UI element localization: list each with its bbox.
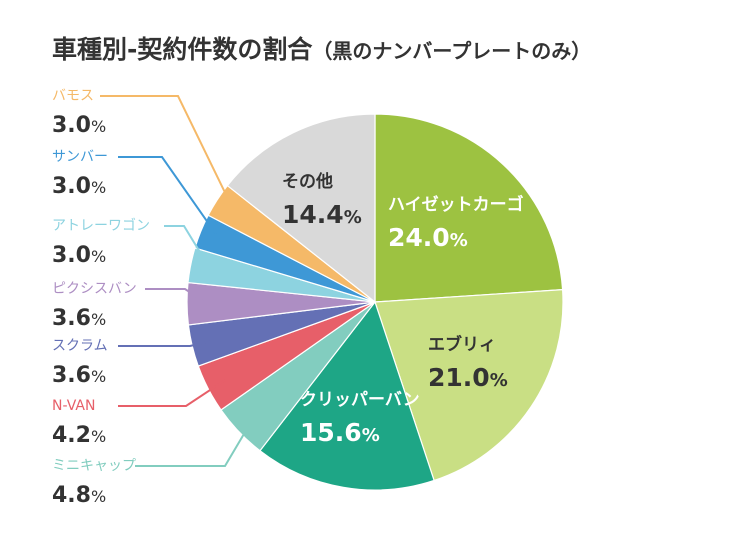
slice-4-name-label: N-VAN [52, 398, 95, 414]
chart-subtitle: （黒のナンバープレートのみ） [312, 39, 591, 63]
leader-lines [100, 95, 255, 467]
slice-7-leader-line [164, 225, 212, 270]
slice-7-name-label: アトレーワゴン [52, 217, 150, 234]
slice-10-name-label: その他 [282, 171, 333, 192]
slice-6-name-label: ピクシスバン [52, 281, 137, 297]
slice-8-name-label: サンバー [52, 149, 108, 165]
slice-0-wedge [374, 113, 564, 303]
slice-10-value-label: 14.4% [282, 200, 362, 229]
slice-labels: ハイゼットカーゴ 24.0% エブリィ 21.0% クリッパーバン 15.6% ミニキャップ… [52, 88, 524, 508]
slice-1-name-label: エブリィ [428, 334, 496, 355]
slice-3-leader-line [135, 417, 255, 467]
slice-2-wedge [259, 300, 435, 491]
slice-1-value-label: 21.0% [428, 363, 508, 392]
chart-title: 車種別-契約件数の割合（黒のナンバープレートのみ） [52, 35, 591, 64]
chart-title-main: 車種別-契約件数の割合 [52, 35, 313, 64]
slice-2-value-label: 15.6% [300, 418, 380, 447]
slice-4-leader-line [118, 378, 227, 407]
slice-5-value-label: 3.6% [52, 363, 106, 388]
slice-9-name-label: バモス [52, 88, 94, 104]
slice-6-value-label: 3.6% [52, 306, 106, 331]
slice-8-leader-line [118, 156, 221, 240]
pie-slices [186, 113, 564, 491]
slice-10-wedge [226, 113, 376, 304]
slice-9-value-label: 3.0% [52, 113, 106, 138]
slice-1-wedge [374, 288, 564, 482]
slice-3-value-label: 4.8% [52, 483, 106, 508]
slice-4-value-label: 4.2% [52, 423, 106, 448]
slice-0-value-label: 24.0% [388, 223, 468, 252]
slice-8-value-label: 3.0% [52, 174, 106, 199]
slice-3-name-label: ミニキャップ [52, 458, 136, 474]
slice-5-name-label: スクラム [52, 338, 108, 354]
slice-5-leader-line [118, 340, 212, 347]
slice-0-name-label: ハイゼットカーゴ [388, 194, 524, 215]
slice-7-value-label: 3.0% [52, 243, 106, 268]
slice-2-name-label: クリッパーバン [300, 390, 420, 410]
slice-6-leader-line [145, 288, 208, 305]
slice-9-leader-line [100, 95, 235, 212]
